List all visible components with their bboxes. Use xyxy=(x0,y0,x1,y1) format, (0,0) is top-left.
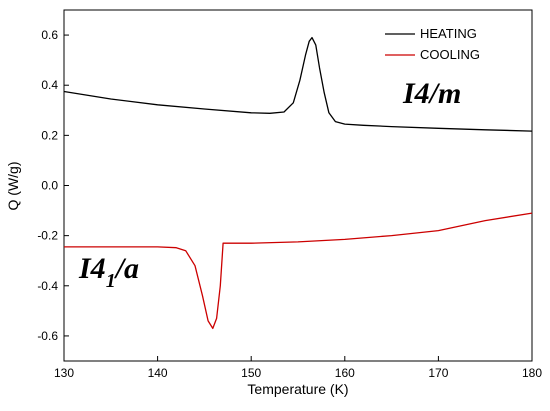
y-axis-title: Q (W/g) xyxy=(5,162,21,211)
x-tick-label: 150 xyxy=(241,366,261,380)
phase-annotations: I4/m I41/a xyxy=(78,77,461,292)
legend: HEATING COOLING xyxy=(385,26,480,62)
y-tick-label: 0.4 xyxy=(41,78,58,92)
series-line-cooling xyxy=(64,212,533,330)
legend-label-heating: HEATING xyxy=(420,26,477,41)
annotation-i41a: I41/a xyxy=(78,252,139,292)
y-tick-label: -0.4 xyxy=(37,279,58,293)
annotation-i4m: I4/m xyxy=(402,77,461,110)
x-tick-label: 160 xyxy=(335,366,355,380)
x-tick-label: 140 xyxy=(148,366,168,380)
y-tick-label: 0.6 xyxy=(41,28,58,42)
y-tick-label: 0.0 xyxy=(41,179,58,193)
plot-frame xyxy=(63,9,533,362)
y-tick-label: 0.2 xyxy=(41,128,58,142)
legend-label-cooling: COOLING xyxy=(420,47,480,62)
x-tick-label: 170 xyxy=(428,366,448,380)
x-tick-label: 130 xyxy=(54,366,74,380)
series-group xyxy=(63,36,533,330)
y-tick-label: -0.2 xyxy=(37,229,58,243)
x-axis-title: Temperature (K) xyxy=(247,381,348,397)
axis-ticks: 130 140 150 160 170 180 -0.6 -0.4 -0.2 0.0 0.2 0.4 0… xyxy=(37,28,542,380)
x-tick-label: 180 xyxy=(522,366,542,380)
series-line-heating xyxy=(63,36,533,132)
y-tick-label: -0.6 xyxy=(37,329,58,343)
